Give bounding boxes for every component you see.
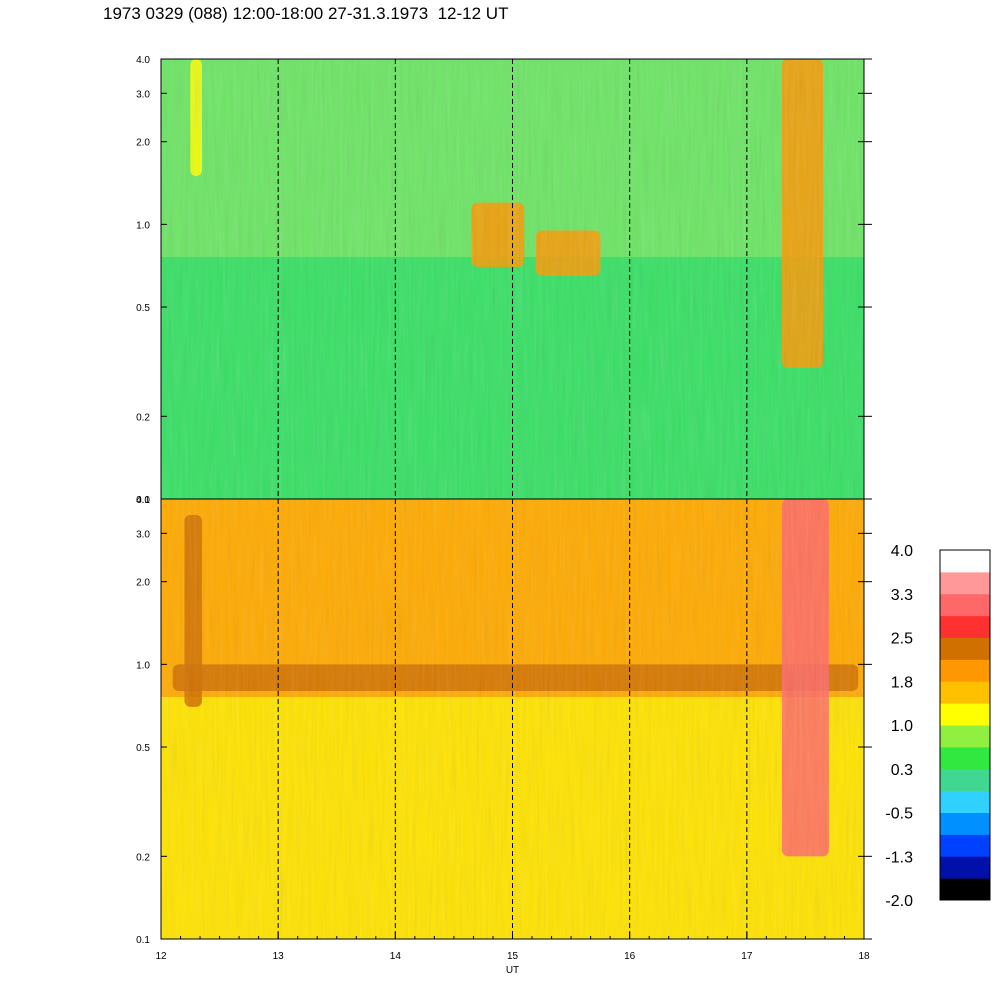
x-axis-label: UT (506, 965, 519, 976)
colorbar-swatch (940, 768, 990, 792)
y-tick-label: 4.0 (136, 495, 150, 506)
x-tick-label: 14 (390, 951, 402, 962)
x-tick-label: 18 (858, 951, 870, 962)
colorbar-label: 2.5 (891, 631, 913, 648)
colorbar: 4.0 3.3 2.5 1.8 1.0 0.3 -0.5 -1.3 -2.0 (885, 543, 991, 910)
x-tick-label: 13 (273, 951, 285, 962)
upper-y-axis: 0.1 0.2 0.5 1.0 2.0 3.0 4.0 (136, 55, 872, 506)
colorbar-swatch (940, 659, 990, 682)
colorbar-swatch (940, 878, 990, 901)
y-tick-label: 1.0 (136, 220, 150, 231)
x-tick-label: 12 (155, 951, 167, 962)
y-tick-label: 0.2 (136, 852, 150, 863)
y-tick-label: 3.0 (136, 529, 150, 540)
colorbar-swatch (940, 703, 990, 726)
x-tick-label: 17 (741, 951, 753, 962)
colorbar-swatch (940, 681, 990, 704)
colorbar-label: 1.0 (891, 718, 913, 735)
colorbar-swatch (940, 856, 990, 879)
colorbar-swatch (940, 834, 990, 857)
y-tick-label: 0.5 (136, 303, 150, 314)
y-tick-label: 0.1 (136, 935, 150, 946)
lower-y-axis: 0.1 0.2 0.5 1.0 2.0 3.0 4.0 (136, 495, 872, 946)
colorbar-label: 0.3 (891, 762, 913, 779)
colorbar-frame (939, 549, 991, 901)
y-tick-label: 4.0 (136, 55, 150, 66)
colorbar-swatch (940, 550, 990, 573)
colorbar-label: 3.3 (891, 587, 913, 604)
colorbar-swatch (940, 637, 990, 660)
colorbar-label: -1.3 (885, 849, 913, 866)
x-tick-label: 16 (624, 951, 636, 962)
y-tick-label: 0.1 (136, 495, 150, 506)
y-tick-label: 0.5 (136, 743, 150, 754)
x-axis: 12 13 14 15 16 17 18 UT (155, 932, 870, 976)
y-tick-label: 2.0 (136, 138, 150, 149)
colorbar-swatch (940, 746, 990, 770)
chart-title: 1973 0329 (088) 12:00-18:00 27-31.3.1973… (103, 4, 509, 23)
y-tick-label: 3.0 (136, 89, 150, 100)
x-tick-label: 15 (507, 951, 519, 962)
colorbar-label: 4.0 (891, 543, 913, 560)
colorbar-swatch (940, 615, 990, 638)
y-tick-label: 2.0 (136, 578, 150, 589)
colorbar-swatch (940, 790, 990, 813)
y-tick-label: 0.2 (136, 412, 150, 423)
colorbar-label: -0.5 (885, 806, 913, 823)
colorbar-label: -2.0 (885, 893, 913, 910)
colorbar-label: 1.8 (891, 674, 913, 691)
colorbar-swatch (940, 725, 990, 748)
colorbar-swatch (940, 571, 990, 595)
colorbar-swatch (940, 812, 990, 835)
y-tick-label: 1.0 (136, 660, 150, 671)
colorbar-swatch (940, 593, 990, 617)
